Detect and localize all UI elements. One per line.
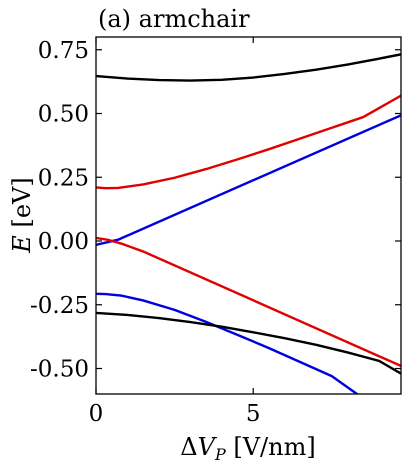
band-line-4 bbox=[96, 236, 401, 368]
plot-frame bbox=[95, 36, 402, 395]
chart-title: (a) armchair bbox=[98, 5, 250, 33]
x-axis-title: ΔVP [V/nm] bbox=[180, 433, 315, 464]
y-axis-title: E [eV] bbox=[8, 177, 36, 253]
band-line-6 bbox=[96, 311, 401, 375]
band-line-3 bbox=[96, 114, 401, 247]
x-tick-label: 5 bbox=[246, 401, 261, 427]
y-tick-label: 0.25 bbox=[38, 165, 89, 191]
y-tick-label: -0.25 bbox=[30, 293, 89, 319]
y-tick-label: -0.50 bbox=[30, 357, 89, 383]
series-layer bbox=[96, 53, 401, 394]
y-tick-label: 0.50 bbox=[38, 102, 89, 128]
axes-layer: 0.75 0.50 0.25 0.00 -0.25 -0.500 5 bbox=[30, 37, 401, 427]
band-line-5 bbox=[96, 292, 359, 394]
band-line-1 bbox=[96, 53, 401, 82]
x-tick-label: 0 bbox=[89, 401, 104, 427]
y-tick-label: 0.00 bbox=[38, 229, 89, 255]
band-line-2 bbox=[96, 94, 401, 190]
y-tick-label: 0.75 bbox=[38, 38, 89, 64]
